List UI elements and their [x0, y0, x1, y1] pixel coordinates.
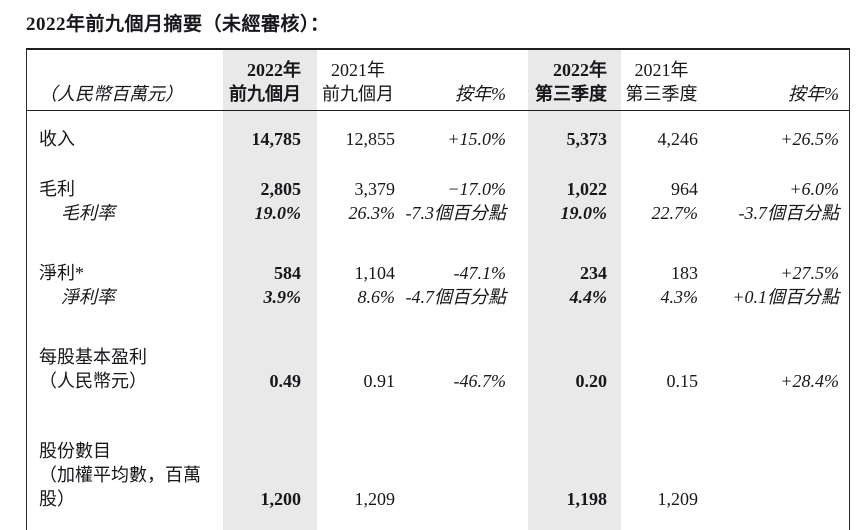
gross-margin-2021-q3: 22.7%	[651, 203, 699, 223]
net-margin-label: 淨利率	[61, 287, 115, 307]
net-margin-2021-q3: 4.3%	[660, 287, 699, 307]
header-2022-q3: 2022年 第三季度	[528, 58, 621, 106]
net-profit-yoy-9m: -47.1%	[453, 263, 507, 283]
document-page: 2022年前九個月摘要（未經審核）： （人民幣百萬元） 2022年 前九個月 2…	[0, 12, 865, 530]
share-count-2021-9m: 1,209	[354, 489, 396, 509]
table-row-revenue: 收入 14,785 12,855 +15.0% 5,373 4,246 +26.…	[27, 127, 849, 151]
gross-profit-yoy-q3: +6.0%	[789, 179, 839, 199]
share-count-label-line1: 股份數目	[39, 441, 111, 461]
revenue-yoy-9m: +15.0%	[447, 129, 506, 149]
table-row-basic-eps: 每股基本盈利 （人民幣元） 0.49 0.91 -46.7% 0.20 0.15…	[27, 345, 849, 393]
gross-margin-yoy-q3: -3.7個百分點	[738, 203, 840, 223]
header-2022-9m-line1: 2022年	[247, 60, 301, 80]
header-2021-q3-line1: 2021年	[634, 60, 689, 80]
net-margin-yoy-9m: -4.7個百分點	[405, 287, 507, 307]
header-2021-nine-months: 2021年 前九個月	[317, 58, 403, 106]
basic-eps-label-line2: （人民幣元）	[39, 371, 147, 391]
revenue-label: 收入	[39, 129, 75, 149]
basic-eps-yoy-q3: +28.4%	[780, 371, 839, 391]
highlight-band-2022-q3	[528, 50, 621, 530]
table-row-share-count: 股份數目 （加權平均數，百萬股） 1,200 1,209 1,198 1,209	[27, 439, 849, 511]
basic-eps-2022-9m: 0.49	[269, 371, 302, 391]
unit-label: （人民幣百萬元）	[27, 82, 223, 106]
header-yoy-q3: 按年%	[788, 84, 839, 104]
net-margin-2021-9m: 8.6%	[357, 287, 396, 307]
gross-margin-2022-q3: 19.0%	[560, 203, 608, 223]
header-2021-9m-line2: 前九個月	[322, 84, 394, 104]
highlight-band-2022-nine-months	[223, 50, 317, 530]
header-2021-q3: 2021年 第三季度	[621, 58, 706, 106]
net-margin-2022-9m: 3.9%	[263, 287, 302, 307]
basic-eps-yoy-9m: -46.7%	[453, 371, 507, 391]
gross-profit-2022-9m: 2,805	[260, 179, 302, 199]
document-title: 2022年前九個月摘要（未經審核）：	[26, 14, 330, 35]
revenue-yoy-q3: +26.5%	[780, 129, 839, 149]
header-2022-9m-line2: 前九個月	[229, 84, 301, 104]
unit-label-text: （人民幣百萬元）	[39, 84, 183, 104]
table-row-gross-margin: 毛利率 19.0% 26.3% -7.3個百分點 19.0% 22.7% -3.…	[27, 201, 849, 225]
table-row-gross-profit: 毛利 2,805 3,379 −17.0% 1,022 964 +6.0%	[27, 177, 849, 201]
header-yoy-nine-months: 按年%	[455, 84, 506, 104]
revenue-2022-9m: 14,785	[251, 129, 302, 149]
table-row-net-margin: 淨利率 3.9% 8.6% -4.7個百分點 4.4% 4.3% +0.1個百分…	[27, 285, 849, 309]
net-margin-yoy-q3: +0.1個百分點	[732, 287, 839, 307]
share-count-2021-q3: 1,209	[657, 489, 699, 509]
net-profit-2022-q3: 234	[580, 263, 607, 283]
gross-margin-yoy-9m: -7.3個百分點	[405, 203, 507, 223]
financial-summary-table: （人民幣百萬元） 2022年 前九個月 2021年 前九個月 按年% 2022年…	[26, 48, 850, 530]
share-count-2022-q3: 1,198	[566, 489, 608, 509]
gross-profit-yoy-9m: −17.0%	[447, 179, 506, 199]
net-profit-2021-9m: 1,104	[354, 263, 396, 283]
basic-eps-2022-q3: 0.20	[575, 371, 608, 391]
header-2022-q3-line1: 2022年	[553, 60, 607, 80]
net-margin-2022-q3: 4.4%	[569, 287, 608, 307]
basic-eps-2021-q3: 0.15	[666, 371, 699, 391]
share-count-label: 股份數目 （加權平均數，百萬股）	[27, 439, 223, 511]
net-profit-label: 淨利*	[39, 263, 84, 283]
header-2021-q3-line2: 第三季度	[625, 84, 698, 104]
revenue-2022-q3: 5,373	[566, 129, 608, 149]
net-profit-2021-q3: 183	[671, 263, 698, 283]
basic-eps-label: 每股基本盈利 （人民幣元）	[27, 345, 223, 393]
header-2022-q3-line2: 第三季度	[535, 84, 607, 104]
share-count-label-line2: （加權平均數，百萬股）	[39, 465, 201, 509]
table-row-net-profit: 淨利* 584 1,104 -47.1% 234 183 +27.5%	[27, 261, 849, 285]
gross-profit-2022-q3: 1,022	[566, 179, 608, 199]
revenue-2021-q3: 4,246	[657, 129, 699, 149]
basic-eps-2021-9m: 0.91	[363, 371, 396, 391]
gross-margin-label: 毛利率	[61, 203, 115, 223]
basic-eps-label-line1: 每股基本盈利	[39, 347, 147, 367]
table-header-row: （人民幣百萬元） 2022年 前九個月 2021年 前九個月 按年% 2022年…	[27, 50, 849, 111]
net-profit-2022-9m: 584	[274, 263, 301, 283]
gross-margin-2021-9m: 26.3%	[348, 203, 396, 223]
share-count-2022-9m: 1,200	[260, 489, 302, 509]
revenue-2021-9m: 12,855	[345, 129, 396, 149]
gross-profit-2021-9m: 3,379	[354, 179, 396, 199]
gross-margin-2022-9m: 19.0%	[254, 203, 302, 223]
header-2021-9m-line1: 2021年	[331, 60, 385, 80]
net-profit-yoy-q3: +27.5%	[780, 263, 839, 283]
gross-profit-2021-q3: 964	[671, 179, 698, 199]
header-2022-nine-months: 2022年 前九個月	[223, 58, 317, 106]
gross-profit-label: 毛利	[39, 179, 75, 199]
